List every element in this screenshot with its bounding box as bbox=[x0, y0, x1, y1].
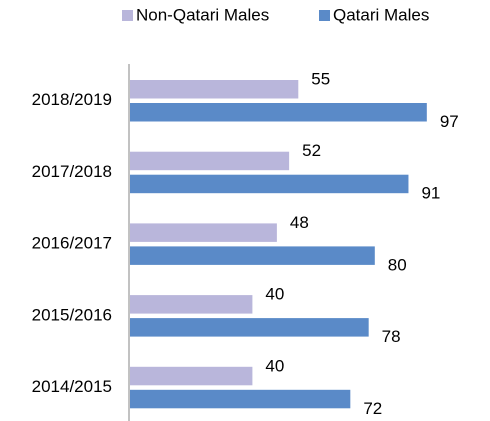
value-label: 91 bbox=[421, 184, 440, 203]
legend-swatch bbox=[122, 10, 133, 21]
value-label: 40 bbox=[265, 356, 284, 375]
y-tick-label: 2014/2015 bbox=[32, 377, 112, 396]
bar bbox=[130, 223, 277, 242]
bar bbox=[130, 80, 299, 99]
bar bbox=[130, 246, 375, 265]
value-label: 48 bbox=[290, 213, 309, 232]
value-label: 78 bbox=[382, 327, 401, 346]
value-label: 40 bbox=[265, 285, 284, 304]
value-label: 80 bbox=[388, 255, 407, 274]
value-label: 97 bbox=[440, 112, 459, 131]
y-tick-label: 2016/2017 bbox=[32, 234, 112, 253]
bar bbox=[130, 151, 290, 171]
bar bbox=[130, 389, 351, 409]
bar bbox=[130, 174, 409, 194]
legend-swatch bbox=[319, 10, 330, 21]
y-tick-label: 2015/2016 bbox=[32, 305, 112, 324]
legend-label: Non-Qatari Males bbox=[136, 5, 269, 24]
value-label: 52 bbox=[302, 141, 321, 160]
value-label: 72 bbox=[363, 399, 382, 418]
value-label: 55 bbox=[311, 69, 330, 88]
bar bbox=[130, 295, 253, 314]
y-tick-label: 2018/2019 bbox=[32, 90, 112, 109]
legend-label: Qatari Males bbox=[333, 5, 429, 24]
bar bbox=[130, 366, 253, 386]
bar bbox=[130, 318, 369, 337]
y-tick-label: 2017/2018 bbox=[32, 162, 112, 181]
bar bbox=[130, 103, 427, 122]
